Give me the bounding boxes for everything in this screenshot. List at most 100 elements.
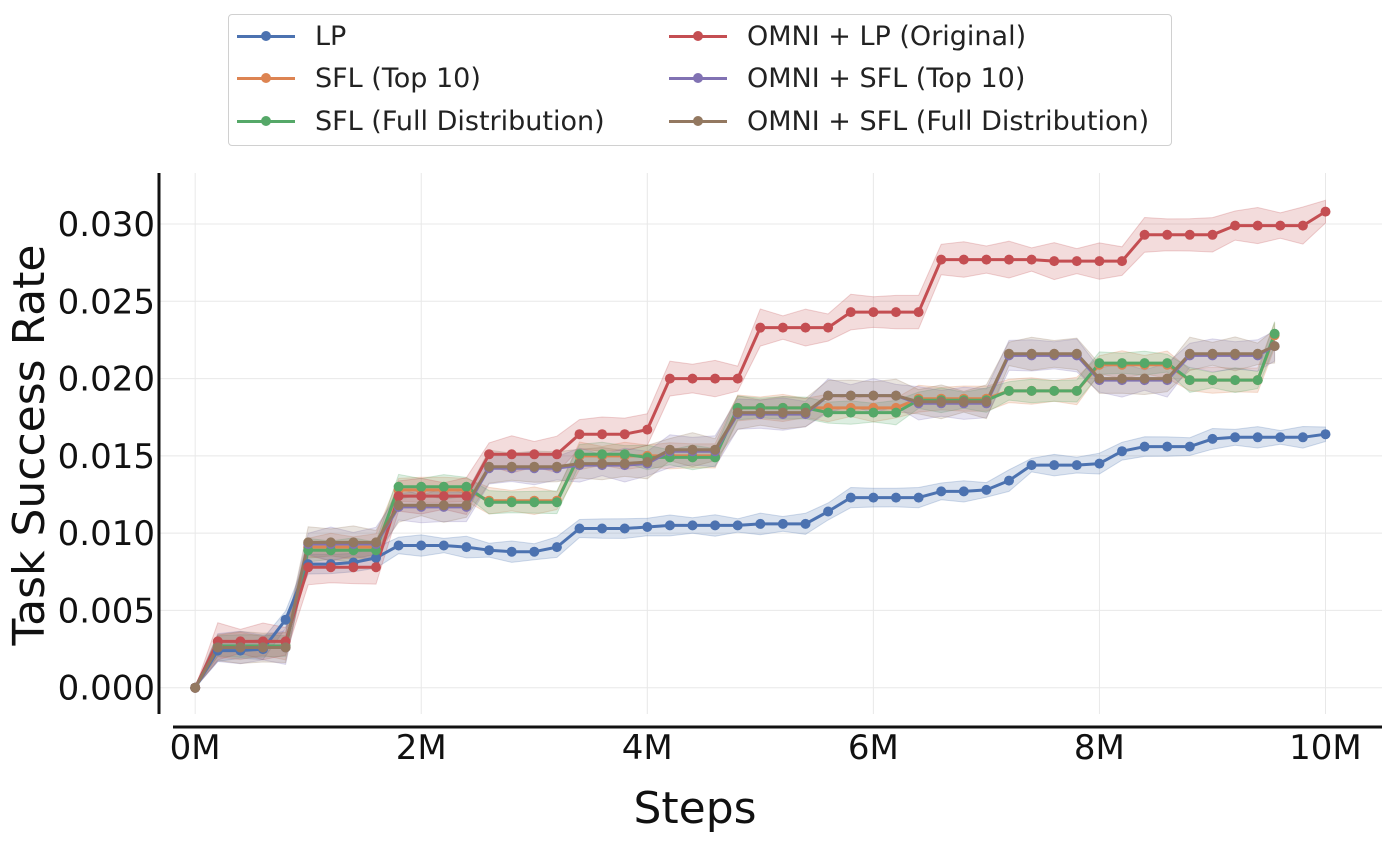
point-omni-lp-original-16 [551,449,562,460]
point-omni-lp-original-35 [981,254,992,265]
point-sfl-full-distribution-40 [1094,358,1105,369]
point-omni-lp-original-38 [1049,256,1060,267]
point-omni-lp-original-19 [619,429,630,440]
x-tick-labels: 0M 2M 4M 6M 8M 10M [170,728,1362,768]
point-lp-13 [484,545,495,556]
point-sfl-full-distribution-13 [484,497,495,508]
point-omni-sfl-full-distribution-42 [1139,373,1150,384]
point-lp-9 [393,540,404,551]
point-lp-8 [371,552,381,563]
y-tick-label: 0.000 [58,669,155,709]
point-omni-sfl-full-distribution-47 [1252,348,1263,359]
point-sfl-full-distribution-15 [529,497,540,508]
point-omni-sfl-full-distribution-21 [664,444,675,455]
point-omni-sfl-full-distribution-5 [303,537,314,548]
legend: LP SFL (Top 10) SFL (Full Distribution) … [228,14,1172,146]
point-lp-16 [551,542,562,553]
point-omni-lp-original-8 [371,562,381,573]
x-tick-label: 10M [1289,728,1362,768]
legend-entry-omni-sfl-top10: OMNI + SFL (Top 10) [669,62,1026,94]
point-omni-sfl-full-distribution-44 [1184,348,1195,359]
line-omni-sfl-top-10 [193,344,1276,689]
point-lp-24 [732,520,743,531]
point-omni-sfl-full-distribution-32 [913,396,924,407]
point-omni-sfl-full-distribution-29 [845,390,856,401]
line-lp [193,432,1326,689]
point-omni-sfl-full-distribution-11 [438,500,449,511]
point-lp-28 [823,506,834,517]
legend-label-omni-lp: OMNI + LP (Original) [747,20,1027,52]
point-lp-38 [1049,460,1060,471]
point-omni-lp-original-49 [1297,220,1308,231]
point-lp-49 [1297,432,1308,443]
point-omni-lp-original-17 [574,429,585,440]
point-lp-36 [1004,475,1014,486]
point-omni-lp-original-26 [777,322,788,333]
point-omni-sfl-full-distribution-34 [958,396,969,407]
point-omni-sfl-full-distribution-33 [936,396,947,407]
point-omni-lp-original-28 [823,322,834,333]
point-sfl-full-distribution-28 [823,407,834,418]
point-omni-lp-original-22 [687,373,698,384]
point-omni-lp-original-27 [800,322,811,333]
point-lp-32 [913,492,924,503]
point-lp-48 [1275,432,1286,443]
point-lp-44 [1184,441,1195,452]
legend-label-sfl-full: SFL (Full Distribution) [315,105,605,137]
point-omni-lp-original-9 [393,491,404,502]
point-lp-39 [1071,460,1082,471]
point-lp-22 [687,520,698,531]
point-omni-sfl-full-distribution-1 [212,642,223,653]
point-omni-sfl-full-distribution-38 [1049,348,1060,359]
point-lp-15 [529,546,540,557]
point-sfl-full-distribution-30 [868,407,879,418]
point-omni-lp-original-25 [755,322,766,333]
x-tick-label: 2M [396,728,447,768]
point-sfl-full-distribution-11 [438,481,449,492]
point-omni-lp-original-14 [506,449,517,460]
point-omni-sfl-full-distribution-4 [280,642,291,653]
point-omni-sfl-full-distribution-13 [484,461,495,472]
point-omni-sfl-full-distribution-40 [1094,373,1105,384]
point-omni-sfl-full-distribution-6 [325,537,336,548]
point-omni-lp-original-39 [1071,256,1082,267]
point-omni-lp-original-36 [1004,254,1014,265]
series-points [190,206,1331,693]
point-omni-lp-original-47 [1252,220,1263,231]
point-lp-17 [574,523,585,534]
point-omni-lp-original-50 [1320,206,1331,217]
legend-marker-omni-sfl-top10 [669,63,727,93]
point-lp-34 [958,486,969,497]
point-omni-sfl-full-distribution-46 [1230,348,1241,359]
point-omni-lp-original-44 [1184,229,1195,240]
point-omni-sfl-full-distribution-9 [393,500,404,511]
point-omni-sfl-full-distribution-30 [868,390,879,401]
y-tick-label: 0.020 [58,360,155,400]
point-lp-21 [664,520,675,531]
y-axis-label: Task Success Rate [4,245,55,647]
point-omni-sfl-full-distribution-12 [461,500,472,511]
point-sfl-full-distribution-47 [1252,375,1263,386]
point-sfl-full-distribution-17 [574,449,585,460]
point-omni-sfl-full-distribution-17 [574,458,585,469]
point-omni-sfl-full-distribution-7 [348,537,359,548]
point-sfl-full-distribution-10 [416,481,427,492]
point-omni-lp-original-48 [1275,220,1286,231]
point-sfl-full-distribution-9 [393,481,404,492]
point-sfl-full-distribution-48 [1269,328,1280,339]
point-lp-40 [1094,458,1105,469]
point-sfl-full-distribution-36 [1004,385,1014,396]
grid [159,173,1382,714]
point-sfl-full-distribution-41 [1117,358,1127,369]
point-omni-lp-original-34 [958,254,969,265]
legend-label-omni-sfl-top10: OMNI + SFL (Top 10) [747,62,1026,94]
point-lp-30 [868,492,879,503]
point-omni-lp-original-43 [1162,229,1173,240]
point-omni-lp-original-6 [325,562,336,573]
point-omni-lp-original-37 [1026,254,1037,265]
point-omni-sfl-full-distribution-20 [642,457,653,467]
point-omni-lp-original-40 [1094,256,1105,267]
point-omni-sfl-full-distribution-41 [1117,373,1127,384]
point-omni-sfl-full-distribution-25 [755,407,766,418]
